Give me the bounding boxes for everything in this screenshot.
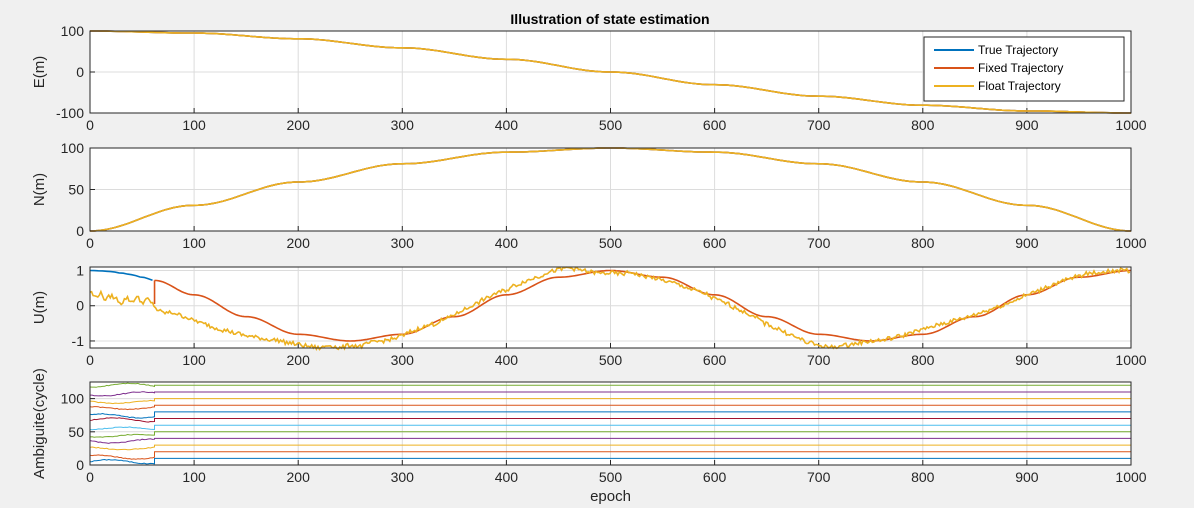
x-tick-label: 800	[911, 352, 935, 368]
x-tick-label: 900	[1015, 469, 1039, 485]
x-tick-label: 500	[599, 352, 623, 368]
ambiguity-line	[89, 382, 1131, 388]
ambiguity-line	[89, 457, 1131, 465]
x-tick-label: 1000	[1115, 352, 1146, 368]
x-tick-label: 600	[703, 235, 727, 251]
x-tick-label: 600	[703, 117, 727, 133]
x-tick-label: 800	[911, 117, 935, 133]
x-tick-label: 700	[807, 352, 831, 368]
ambiguity-line	[89, 451, 1131, 460]
plot-border	[89, 381, 1132, 466]
x-tick-label: 200	[287, 117, 311, 133]
x-tick-label: 1000	[1115, 235, 1146, 251]
plot-border	[89, 147, 1132, 232]
y-tick-label: 100	[61, 391, 85, 407]
x-tick-label: 900	[1015, 117, 1039, 133]
y-tick-label: -100	[56, 105, 84, 121]
x-tick-label: 700	[807, 235, 831, 251]
y-axis-label: Ambiguite(cycle)	[31, 368, 48, 479]
series-line-float-trajectory	[89, 266, 1131, 352]
x-axis-label: epoch	[590, 488, 631, 505]
x-tick-label: 400	[495, 235, 519, 251]
x-tick-label: 400	[495, 352, 519, 368]
figure-title: Illustration of state estimation	[510, 11, 709, 27]
axes-panel-2: 0 100 200 300 400 500 600 700 800 900 1000 0 50 100 N(…	[31, 140, 1147, 251]
plot-border	[89, 30, 1132, 114]
x-tick-label: 0	[86, 352, 94, 368]
x-tick-label: 400	[495, 469, 519, 485]
x-tick-label: 900	[1015, 352, 1039, 368]
x-tick-label: 200	[287, 235, 311, 251]
x-tick-label: 500	[599, 469, 623, 485]
x-tick-label: 100	[182, 235, 206, 251]
ambiguity-line	[89, 411, 1131, 419]
x-tick-label: 0	[86, 117, 94, 133]
ambiguity-line	[89, 398, 1131, 405]
y-tick-label: 0	[76, 64, 84, 80]
ambiguity-line	[89, 431, 1131, 438]
series-line-float-trajectory	[90, 30, 1131, 114]
x-tick-label: 400	[495, 117, 519, 133]
ambiguity-line	[89, 444, 1131, 451]
x-tick-label: 1000	[1115, 469, 1146, 485]
legend-entry: True Trajectory	[978, 43, 1058, 57]
series-group	[89, 266, 1131, 352]
x-tick-label: 300	[391, 352, 415, 368]
legend: True Trajectory Fixed Trajectory Float Tra…	[923, 36, 1125, 102]
x-tick-label: 500	[599, 117, 623, 133]
y-tick-label: 50	[68, 182, 84, 198]
series-group	[89, 382, 1131, 465]
x-tick-label: 700	[807, 469, 831, 485]
x-tick-label: 300	[391, 235, 415, 251]
x-tick-label: 600	[703, 352, 727, 368]
x-tick-label: 0	[86, 235, 94, 251]
y-tick-label: 100	[61, 140, 85, 156]
x-tick-label: 500	[599, 235, 623, 251]
axes-container: 0 100 200 300 400 500 600 700 800 900 1000-1000100…	[31, 23, 1147, 505]
x-tick-label: 200	[287, 469, 311, 485]
series-line-true-trajectory	[89, 269, 153, 281]
y-tick-label: 0	[76, 457, 84, 473]
x-tick-label: 0	[86, 469, 94, 485]
x-tick-label: 900	[1015, 235, 1039, 251]
y-tick-label: 50	[68, 424, 84, 440]
y-tick-label: 1	[76, 263, 84, 279]
x-tick-label: 800	[911, 235, 935, 251]
y-axis-label: E(m)	[31, 56, 48, 89]
ambiguity-line	[89, 417, 1131, 423]
ambiguity-line	[90, 391, 1131, 397]
x-tick-label: 1000	[1115, 117, 1146, 133]
ambiguity-line	[89, 404, 1131, 411]
series-group	[90, 30, 1131, 114]
x-tick-label: 600	[703, 469, 727, 485]
y-tick-label: 100	[61, 23, 85, 39]
x-tick-label: 300	[391, 469, 415, 485]
y-tick-label: -1	[72, 333, 85, 349]
x-tick-label: 800	[911, 469, 935, 485]
ambiguity-line	[89, 437, 1131, 444]
axes-panel-4: 0 100 200 300 400 500 600 700 800 900 1000 0 50 100 Am…	[31, 368, 1147, 505]
y-axis-label: N(m)	[31, 173, 48, 206]
x-tick-label: 700	[807, 117, 831, 133]
plot-border	[89, 266, 1132, 349]
legend-entry: Float Trajectory	[978, 79, 1061, 93]
y-axis-label: U(m)	[31, 291, 48, 324]
legend-entry: Fixed Trajectory	[978, 61, 1063, 75]
x-tick-label: 100	[182, 117, 206, 133]
x-tick-label: 200	[287, 352, 311, 368]
ambiguity-line	[89, 424, 1131, 431]
x-tick-label: 100	[182, 469, 206, 485]
x-tick-label: 100	[182, 352, 206, 368]
y-tick-label: 0	[76, 298, 84, 314]
axes-panel-1: 0 100 200 300 400 500 600 700 800 900 1000-1000100…	[31, 23, 1147, 133]
x-tick-label: 300	[391, 117, 415, 133]
y-tick-label: 0	[76, 223, 84, 239]
